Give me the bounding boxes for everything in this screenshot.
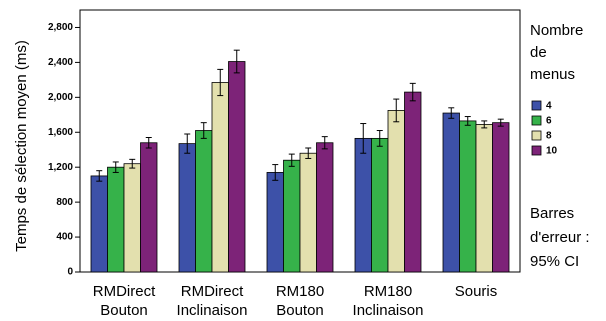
bar [107, 166, 125, 273]
x-tick-label: RMDirect Inclinaison [177, 283, 248, 319]
bar [475, 124, 493, 273]
bar [371, 137, 389, 273]
bar [354, 137, 372, 273]
y-tick-label: 800 [56, 197, 73, 208]
y-axis-label: Temps de sélection moyen (ms) [13, 40, 30, 252]
bar [211, 82, 229, 273]
legend-label: 8 [546, 131, 552, 142]
x-tick-label: Souris [455, 283, 498, 300]
legend-label: 10 [546, 146, 558, 157]
x-tick-label: RM180 Bouton [276, 283, 324, 319]
error-bar-note-text: Barres d'erreur :95% CI [530, 205, 590, 270]
y-tick-label: 400 [56, 232, 73, 243]
legend-swatch [531, 100, 542, 111]
bar [316, 142, 334, 273]
bar [178, 143, 196, 273]
bar [123, 163, 141, 273]
y-tick-label: 1,600 [48, 127, 73, 138]
bar [266, 172, 284, 273]
bar-series [90, 49, 510, 273]
bar [228, 61, 246, 273]
y-tick-label: 2,000 [48, 92, 73, 103]
legend-label: 6 [546, 116, 552, 127]
bar [404, 91, 422, 273]
bar [299, 152, 317, 273]
legend-swatch [531, 145, 542, 156]
bar [492, 122, 510, 273]
legend-title: Nombre de menus [530, 22, 583, 83]
legend-swatch [531, 130, 542, 141]
legend: Nombre de menus 4 6 8 10 [530, 22, 583, 157]
bar [140, 142, 158, 273]
y-tick-label: 0 [67, 267, 73, 278]
bar [90, 175, 108, 273]
bar [459, 120, 477, 273]
bar [387, 110, 405, 273]
y-axis: 0 400 800 1,200 1,600 2,000 2,400 2,800 [48, 22, 80, 278]
error-bar-note: Barres d'erreur :95% CI [530, 205, 590, 270]
bar [442, 112, 460, 273]
x-tick-label: RM180 Inclinaison [353, 283, 424, 319]
y-tick-label: 2,400 [48, 57, 73, 68]
y-tick-label: 1,200 [48, 162, 73, 173]
bar [195, 130, 213, 273]
x-tick-label: RMDirect Bouton [93, 283, 156, 319]
legend-label: 4 [546, 101, 552, 112]
y-tick-label: 2,800 [48, 22, 73, 33]
bar [283, 159, 301, 273]
legend-swatch [531, 115, 542, 126]
x-axis: RMDirect Bouton RMDirect Inclinaison RM180 Bo… [93, 283, 498, 319]
